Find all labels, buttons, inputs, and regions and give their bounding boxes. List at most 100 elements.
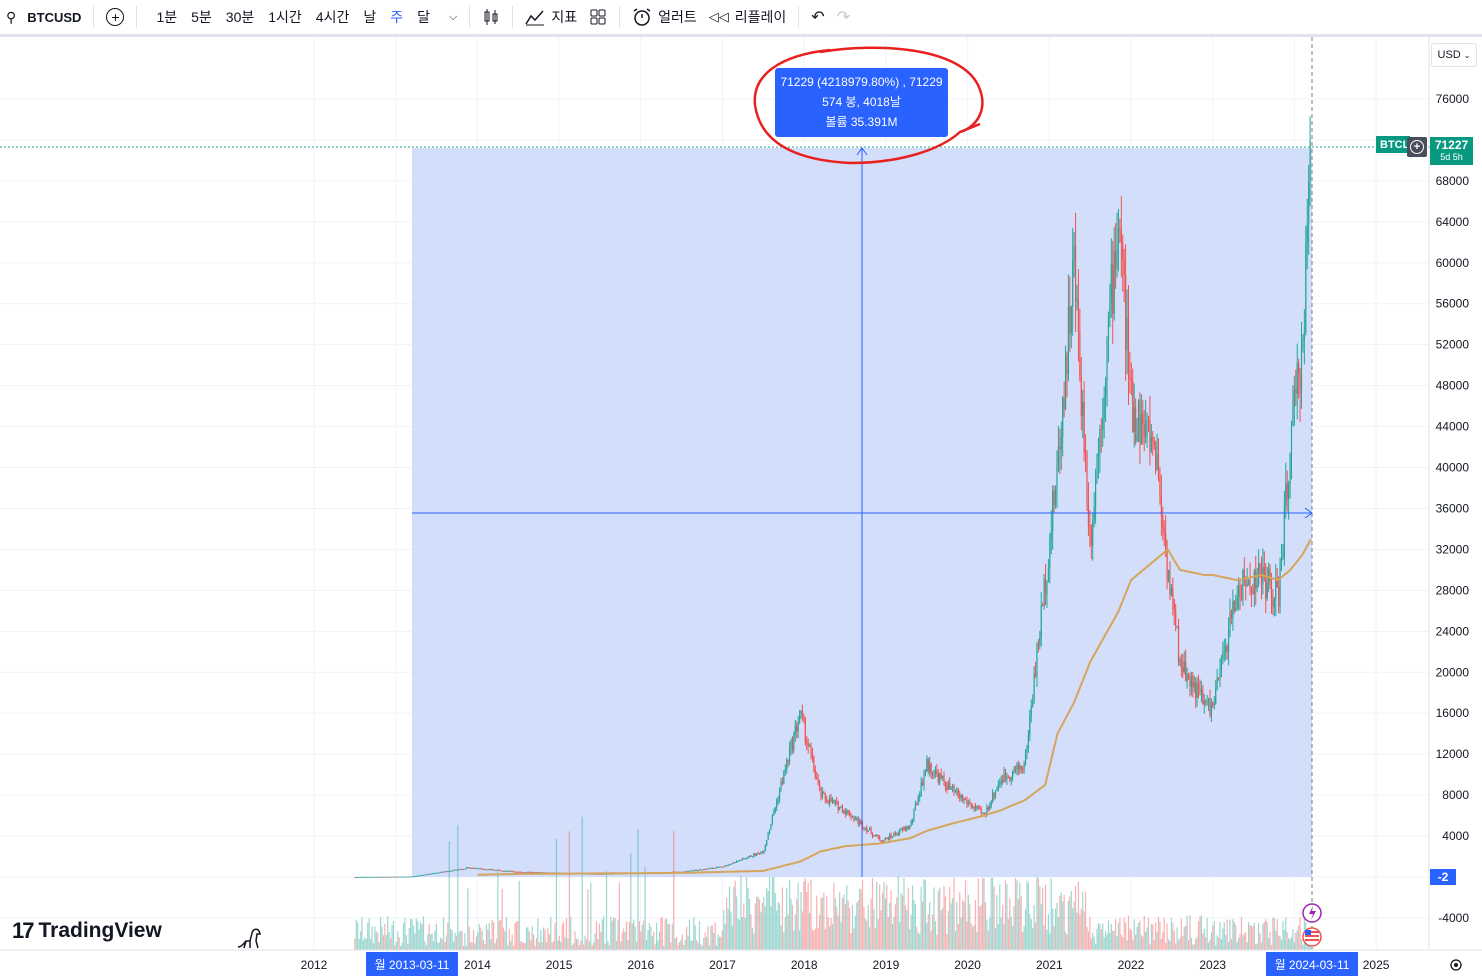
volume-bar [1043, 925, 1045, 950]
year-tick: 2021 [1036, 958, 1063, 972]
replay-button[interactable]: ◁◁ 리플레이 [703, 0, 793, 34]
timeframe-2[interactable]: 30분 [225, 9, 255, 25]
candle-body [525, 872, 528, 874]
volume-bar [378, 942, 380, 950]
volume-bar [966, 921, 968, 950]
timeframe-0[interactable]: 1분 [156, 9, 178, 25]
price-axis[interactable]: 76000 68000 64000 60000 56000 52000 48000 44000… [1436, 92, 1470, 925]
volume-bar [1186, 916, 1188, 950]
candle-body [1119, 227, 1121, 231]
volume-bar [434, 930, 436, 950]
volume-bar [1009, 898, 1011, 950]
candle-body [808, 745, 811, 747]
candle-body [1122, 242, 1124, 260]
volume-bar [824, 929, 826, 950]
timeframe-dropdown[interactable]: ⌵ [443, 0, 463, 34]
timeframe-1[interactable]: 5분 [191, 9, 212, 25]
candle-body [1196, 683, 1198, 698]
candle-body [394, 876, 396, 878]
volume-bar [1026, 880, 1028, 950]
candle-body [1200, 690, 1203, 692]
candle-body [1176, 626, 1178, 628]
settings-icon[interactable] [1450, 959, 1462, 971]
volume-bar [564, 937, 566, 950]
candle-body [1246, 584, 1248, 586]
layouts-button[interactable] [583, 0, 613, 34]
tradingview-logo[interactable]: 17 TradingView [12, 918, 162, 944]
volume-bar [1199, 916, 1201, 950]
volume-bar [1156, 931, 1158, 950]
candle-body [1162, 515, 1164, 529]
volume-bar [1077, 881, 1080, 950]
time-axis[interactable]: 2012 2014 2015 2016 2017 2018 2019 2020 2021 2022… [301, 958, 1390, 972]
timeframe-4[interactable]: 4시간 [315, 9, 350, 25]
timeframe-6[interactable]: 주 [390, 9, 404, 25]
compare-button[interactable]: + [100, 0, 130, 34]
currency-select[interactable]: USD ⌄ [1431, 43, 1477, 67]
timeframe-3[interactable]: 1시간 [268, 9, 302, 25]
candle-body [883, 840, 885, 843]
timeframe-5[interactable]: 날 [363, 9, 377, 25]
candle-body [1057, 446, 1060, 465]
undo-button[interactable]: ↶ [805, 0, 830, 34]
divider [469, 6, 471, 28]
volume-bar [1202, 933, 1204, 950]
volume-bar [990, 877, 992, 950]
volume-bar [461, 931, 463, 950]
candle-body [720, 866, 722, 868]
volume-bar [738, 919, 741, 950]
volume-bars [354, 816, 1311, 950]
redo-button[interactable]: ↷ [831, 0, 856, 34]
volume-bar [400, 945, 402, 950]
volume-bar [777, 902, 779, 950]
symbol-search[interactable]: ⚲ BTCUSD [0, 0, 87, 34]
volume-bar [1175, 943, 1177, 950]
volume-bar [568, 831, 570, 950]
volume-bar [1300, 938, 1303, 950]
year-tick: 2014 [464, 958, 491, 972]
candle-body [1092, 520, 1094, 546]
us-flag-event-icon[interactable] [1302, 927, 1322, 947]
volume-bar [467, 888, 469, 950]
candle-body [797, 723, 799, 732]
lightning-event-icon[interactable] [1302, 903, 1322, 923]
candle-body [1225, 645, 1227, 652]
candle-body [761, 852, 763, 854]
volume-bar [736, 896, 738, 950]
candle-body [521, 871, 523, 873]
candle-body [1223, 651, 1225, 654]
candle-body [820, 787, 822, 798]
candle-body [1049, 538, 1051, 569]
volume-bar [1240, 917, 1243, 950]
candle-body [530, 871, 532, 873]
candle-body [367, 876, 369, 878]
volume-bar [475, 936, 477, 950]
candle-body [398, 876, 400, 878]
volume-bar [737, 918, 739, 950]
volume-bar [397, 931, 399, 950]
volume-bar [674, 938, 676, 950]
volume-bar [1169, 941, 1171, 950]
candle-body [1230, 611, 1233, 619]
volume-bar [986, 919, 988, 950]
volume-bar [1076, 912, 1078, 950]
volume-bar [696, 940, 698, 950]
candle-body [1086, 453, 1088, 503]
volume-bar [480, 927, 482, 950]
dino-icon[interactable] [236, 925, 264, 956]
candle-body [1019, 766, 1021, 770]
volume-bar [1102, 923, 1104, 950]
timeframe-7[interactable]: 달 [417, 9, 430, 25]
volume-bar [584, 935, 586, 950]
chart-type-button[interactable] [476, 0, 506, 34]
volume-bar [999, 884, 1001, 950]
chart-canvas[interactable]: 76000 68000 64000 60000 56000 52000 48000 44000… [0, 37, 1482, 979]
volume-bar [1007, 918, 1009, 950]
candle-body [1232, 601, 1234, 619]
volume-bar [448, 841, 450, 950]
candle-body [760, 852, 762, 854]
alert-button[interactable]: 얼러트 [626, 0, 703, 34]
indicators-button[interactable]: 지표 [519, 0, 583, 34]
add-alert-button[interactable]: + [1407, 137, 1427, 157]
volume-bar [886, 884, 888, 950]
